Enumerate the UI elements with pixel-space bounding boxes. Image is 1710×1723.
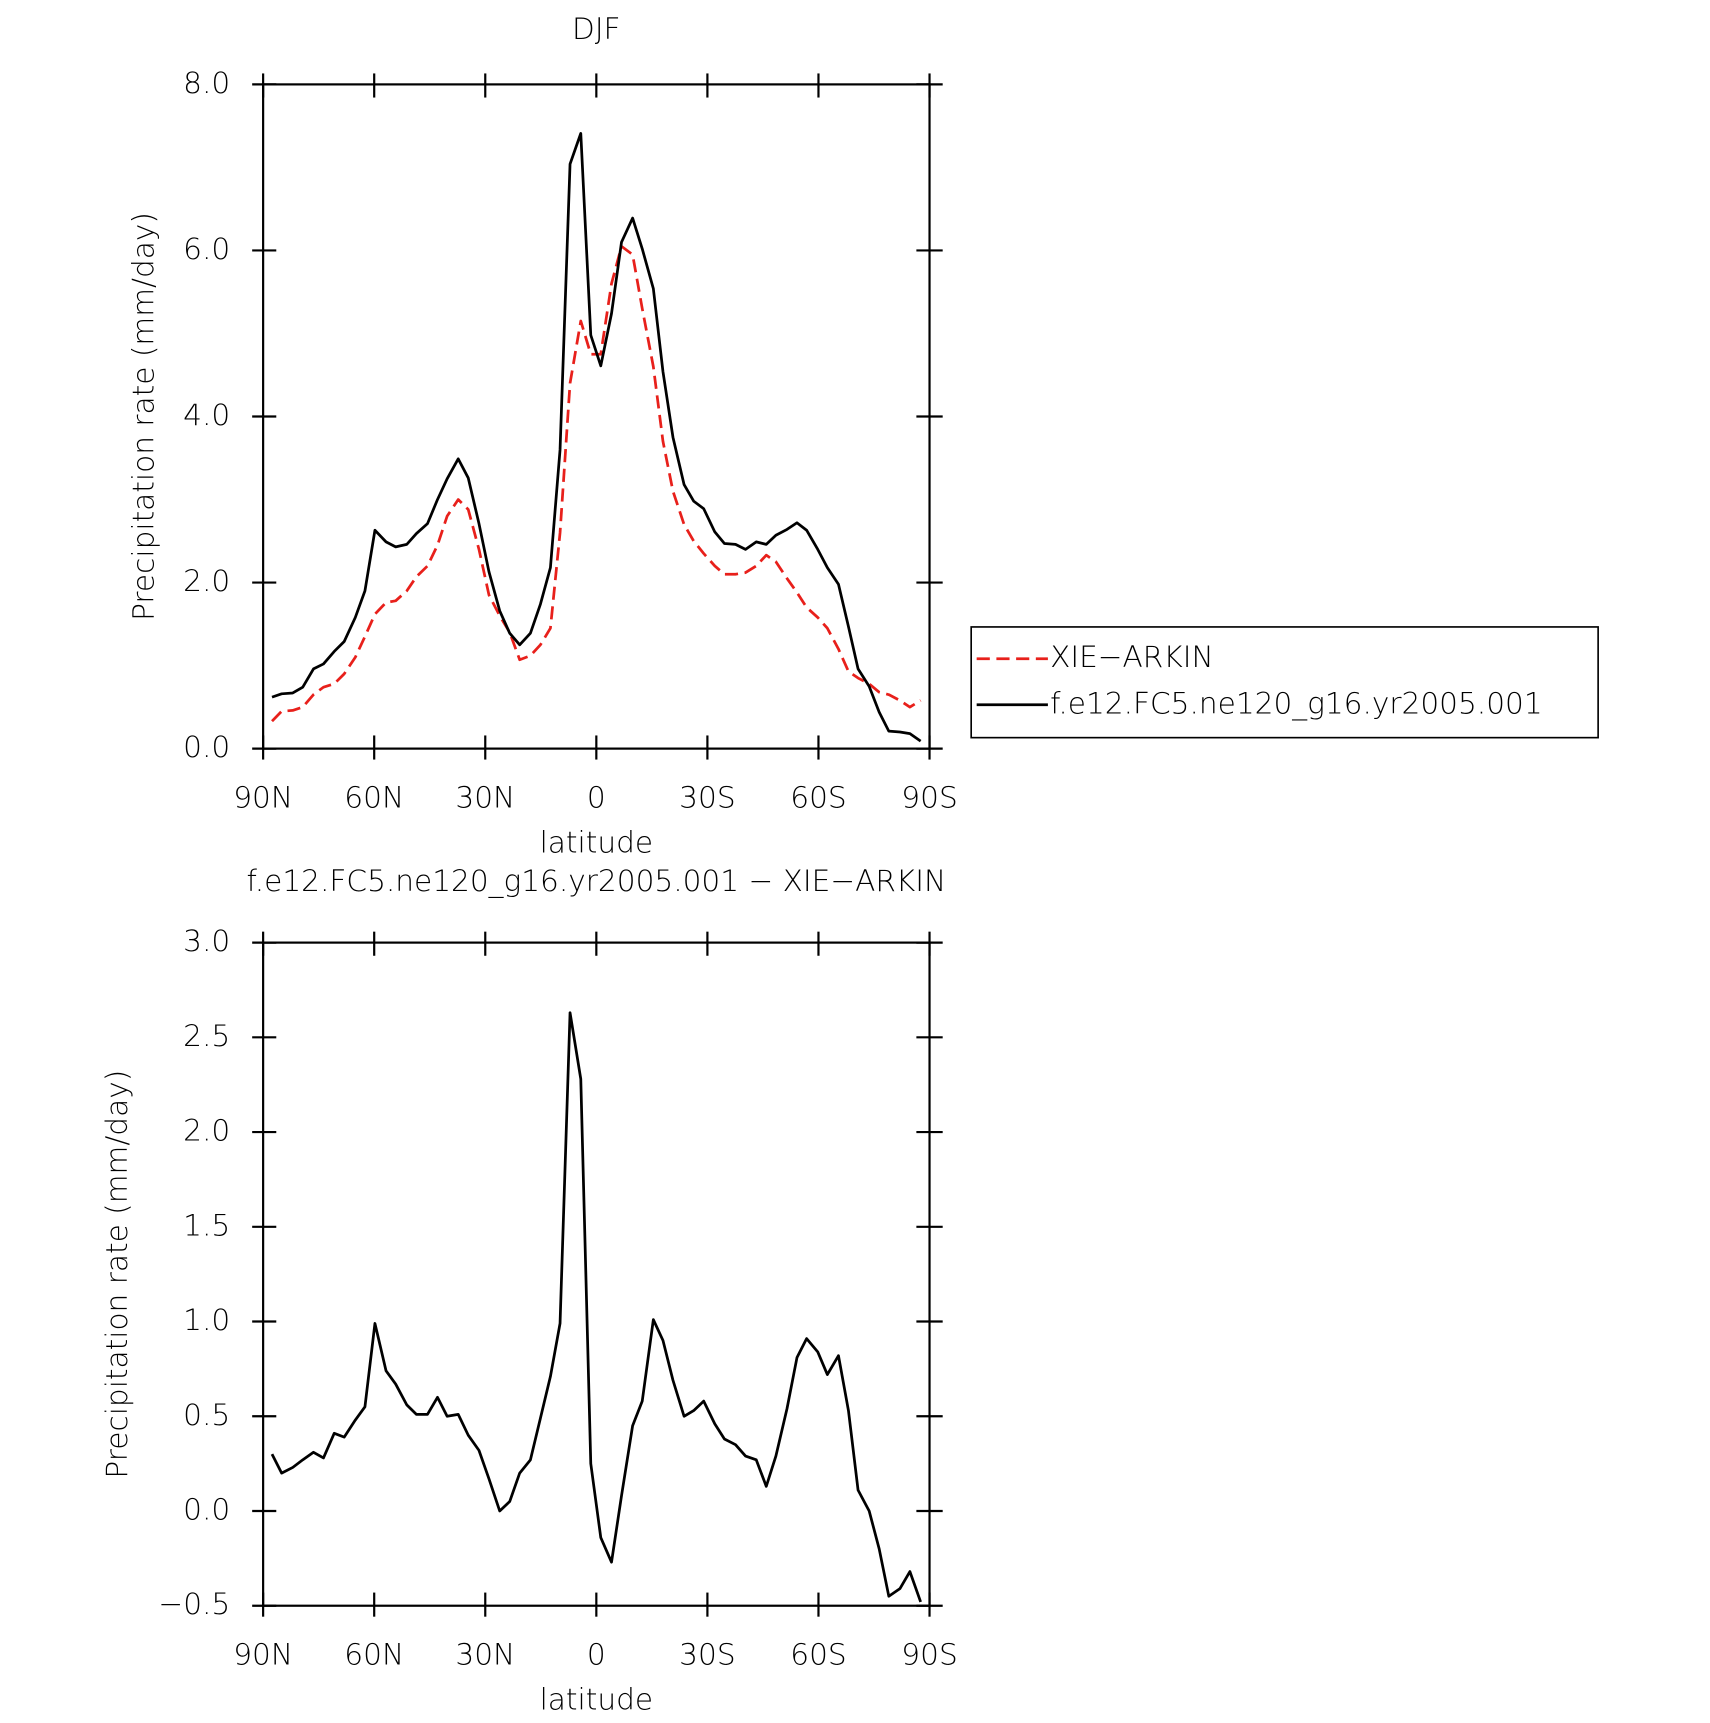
y-tick-label: 2.0 bbox=[183, 564, 230, 598]
y-axis-label: Precipitation rate (mm/day) bbox=[126, 212, 160, 621]
x-tick-label: 30N bbox=[455, 781, 515, 815]
y-tick-label: 0.0 bbox=[183, 1492, 230, 1526]
y-axis-label: Precipitation rate (mm/day) bbox=[100, 1070, 134, 1479]
y-tick-label: 4.0 bbox=[183, 398, 230, 432]
legend-box bbox=[970, 626, 1599, 739]
x-tick-label: 60N bbox=[344, 781, 404, 815]
x-tick-label: 60S bbox=[790, 781, 846, 815]
y-tick-label: 3.0 bbox=[183, 924, 230, 958]
data-line bbox=[270, 1011, 922, 1603]
y-tick-label: 0.5 bbox=[183, 1398, 230, 1432]
plot-frame bbox=[262, 83, 931, 750]
x-tick-label: 90N bbox=[233, 1638, 293, 1672]
y-tick-label: −0.5 bbox=[158, 1587, 230, 1621]
x-tick-label: 0 bbox=[587, 781, 606, 815]
data-line bbox=[271, 244, 922, 723]
x-tick-label: 60N bbox=[344, 1638, 404, 1672]
x-axis-label: latitude bbox=[540, 825, 653, 859]
x-tick-label: 30N bbox=[455, 1638, 515, 1672]
legend-label: f.e12.FC5.ne120_g16.yr2005.001 bbox=[1050, 686, 1543, 721]
y-tick-label: 0.0 bbox=[183, 730, 230, 764]
y-tick-label: 8.0 bbox=[183, 66, 230, 100]
y-tick-label: 2.5 bbox=[183, 1019, 230, 1053]
chart-title: f.e12.FC5.ne120_g16.yr2005.001 − XIE−ARK… bbox=[247, 864, 947, 899]
x-tick-label: 60S bbox=[790, 1638, 846, 1672]
y-tick-label: 1.5 bbox=[183, 1208, 230, 1242]
y-tick-label: 6.0 bbox=[183, 232, 230, 266]
legend-label: XIE−ARKIN bbox=[1050, 640, 1214, 674]
x-tick-label: 90N bbox=[233, 781, 293, 815]
x-tick-label: 90S bbox=[901, 1638, 957, 1672]
x-axis-label: latitude bbox=[540, 1683, 653, 1717]
x-tick-label: 30S bbox=[679, 1638, 735, 1672]
x-tick-label: 0 bbox=[587, 1638, 606, 1672]
chart-title: DJF bbox=[572, 12, 621, 46]
x-tick-label: 30S bbox=[679, 781, 735, 815]
x-tick-label: 90S bbox=[901, 781, 957, 815]
y-tick-label: 1.0 bbox=[183, 1303, 230, 1337]
data-line bbox=[271, 132, 922, 743]
y-tick-label: 2.0 bbox=[183, 1114, 230, 1148]
